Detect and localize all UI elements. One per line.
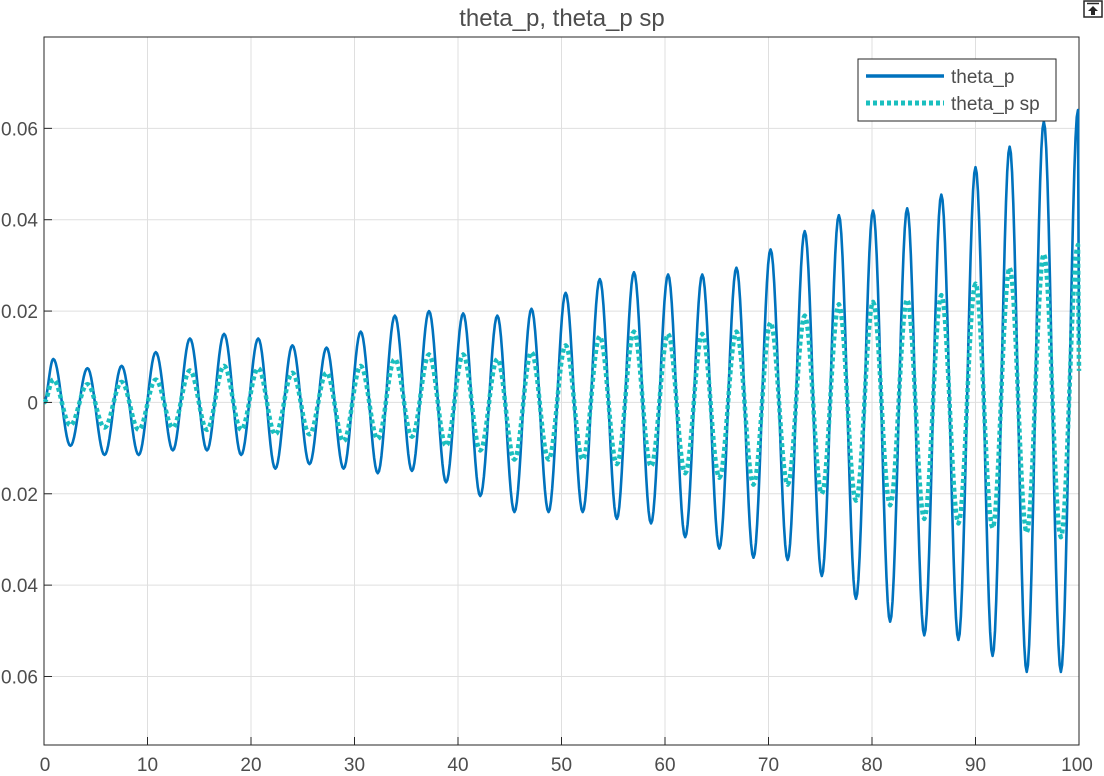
legend[interactable]: theta_p theta_p sp bbox=[857, 58, 1057, 122]
series-layer bbox=[42, 108, 1082, 674]
x-tick-label: 10 bbox=[137, 755, 158, 776]
legend-label-theta-p: theta_p bbox=[951, 67, 1014, 88]
y-tick-label: 0.02 bbox=[1, 302, 38, 323]
y-tick-label: 0 bbox=[27, 393, 38, 414]
x-tick-label: 100 bbox=[1061, 755, 1093, 776]
x-tick-label: 80 bbox=[861, 755, 882, 776]
y-tick-label: 0.04 bbox=[1, 576, 38, 597]
x-tick-label: 50 bbox=[551, 755, 572, 776]
y-tick-label: 0.02 bbox=[1, 485, 38, 506]
x-tick-label: 0 bbox=[40, 755, 51, 776]
y-tick-label: 0.06 bbox=[1, 667, 38, 688]
legend-box bbox=[857, 58, 1057, 122]
series-line-theta-p-sp bbox=[42, 242, 1082, 540]
x-tick-label: 90 bbox=[965, 755, 986, 776]
x-tick-label: 60 bbox=[654, 755, 675, 776]
y-tick-label: 0.06 bbox=[1, 119, 38, 140]
tick-labels: 0 10 20 30 40 50 60 70 80 90 100 0.06 0.04 0.02 0 0.02 0… bbox=[1, 119, 1093, 776]
chart-title: theta_p, theta_p sp bbox=[459, 5, 665, 32]
x-tick-label: 20 bbox=[240, 755, 261, 776]
y-tick-label: 0.04 bbox=[1, 211, 38, 232]
x-tick-label: 70 bbox=[758, 755, 779, 776]
legend-label-theta-p-sp: theta_p sp bbox=[951, 94, 1040, 115]
x-tick-label: 30 bbox=[344, 755, 365, 776]
restore-axes-icon[interactable] bbox=[1083, 0, 1103, 18]
x-tick-label: 40 bbox=[447, 755, 468, 776]
series-line-theta-p bbox=[43, 108, 1081, 674]
